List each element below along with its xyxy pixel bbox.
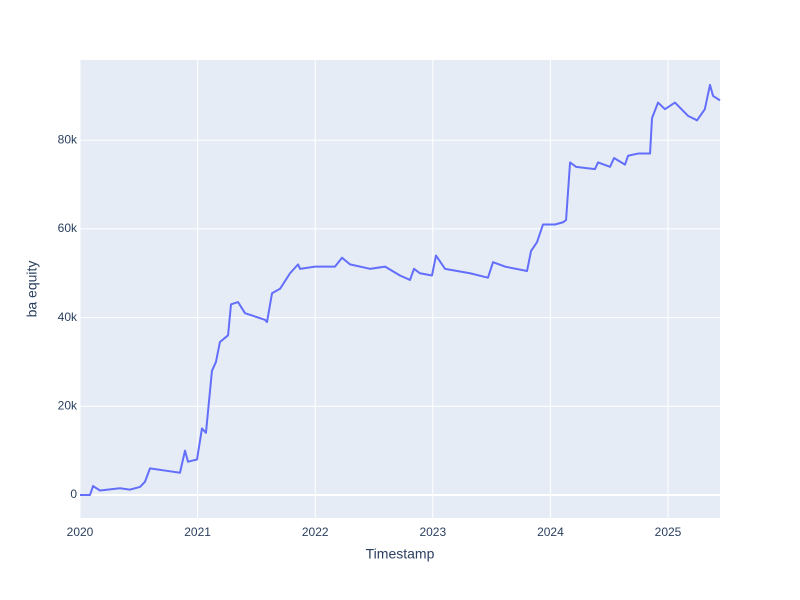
x-tick-label: 2025: [655, 525, 682, 539]
y-tick-label: 40k: [58, 310, 78, 324]
plot-background: [80, 60, 720, 518]
x-tick-label: 2024: [537, 525, 564, 539]
x-tick-label: 2020: [67, 525, 94, 539]
y-tick-label: 60k: [58, 221, 78, 235]
y-tick-label: 80k: [58, 132, 78, 146]
x-tick-label: 2023: [419, 525, 446, 539]
y-tick-label: 0: [70, 487, 77, 501]
x-axis-title: Timestamp: [366, 546, 435, 562]
y-tick-label: 20k: [58, 398, 78, 412]
x-tick-label: 2022: [302, 525, 329, 539]
y-axis-title: ba equity: [24, 261, 40, 318]
line: [80, 83, 721, 496]
x-tick-label: 2021: [184, 525, 211, 539]
